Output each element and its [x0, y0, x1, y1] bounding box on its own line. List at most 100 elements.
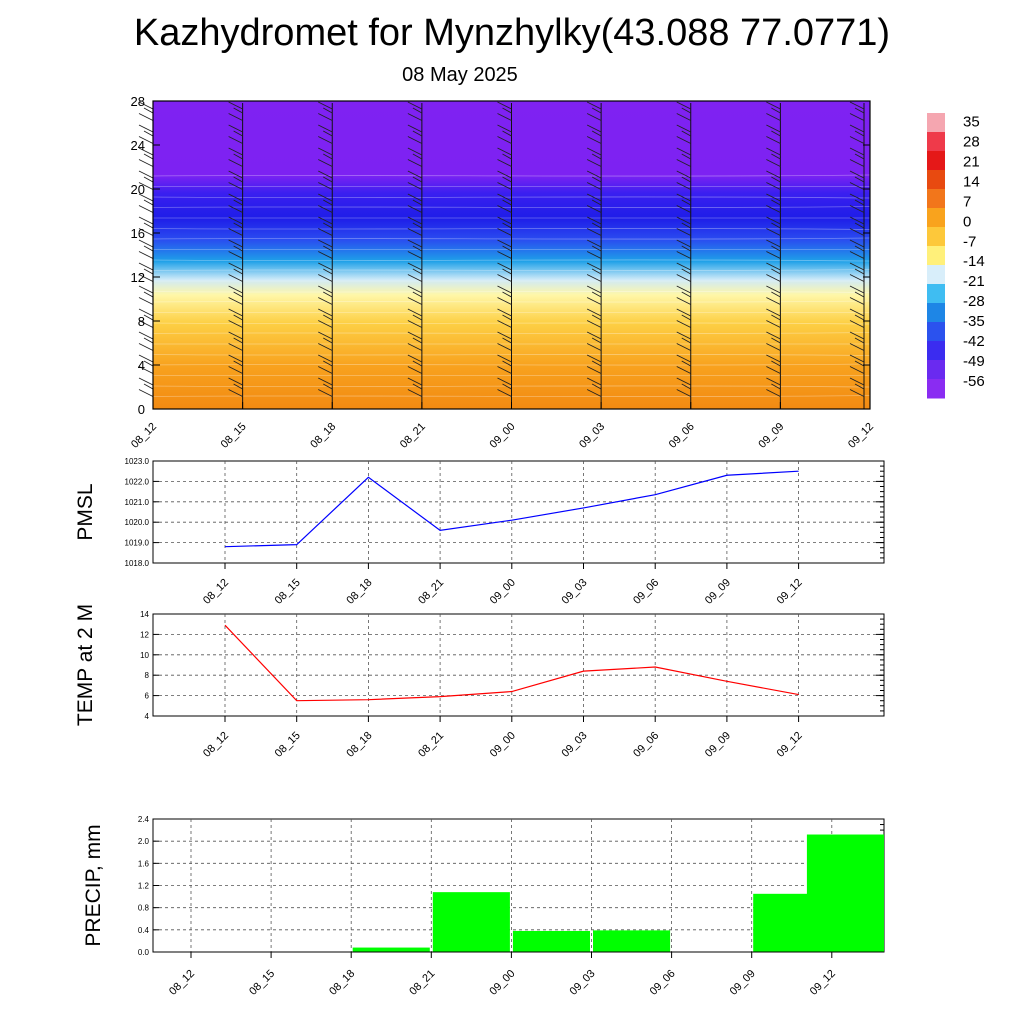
wind-barb	[681, 314, 691, 321]
wind-barb	[318, 389, 333, 397]
colorbar-segment	[927, 208, 945, 228]
wind-barb	[143, 107, 154, 114]
wind-barb	[771, 199, 781, 206]
wind-barb	[681, 268, 691, 275]
wind-barb	[766, 377, 781, 386]
x-tick-label: 08_12	[167, 968, 197, 998]
x-tick-label: 08_18	[327, 968, 357, 998]
wind-barb	[766, 113, 781, 121]
wind-barb	[766, 182, 781, 190]
wind-barb	[228, 285, 243, 294]
colorbar-label: -49	[963, 353, 985, 370]
wind-barb	[407, 389, 423, 397]
wind-barb	[318, 251, 333, 259]
wind-barb	[676, 228, 691, 236]
wind-barb	[502, 268, 512, 275]
wind-barb	[323, 130, 333, 137]
wind-barb	[591, 222, 602, 229]
wind-barb	[497, 113, 512, 121]
wind-barb	[228, 170, 243, 179]
wind-barb	[228, 262, 243, 271]
wind-barb	[497, 366, 512, 374]
wind-barb	[407, 136, 423, 144]
wind-barb	[323, 360, 333, 367]
wind-barb	[407, 170, 423, 179]
wind-barb	[318, 308, 333, 317]
wind-barb	[143, 314, 154, 321]
section-y-tick-label: 12	[131, 270, 145, 285]
wind-barb	[676, 101, 691, 110]
wind-barb	[407, 251, 423, 259]
wind-barb	[854, 130, 865, 137]
wind-barb	[676, 389, 691, 397]
wind-barb	[681, 153, 691, 160]
wind-barb	[318, 147, 333, 156]
wind-barb	[412, 199, 423, 206]
chart-title: Kazhydromet for Mynzhylky(43.088 77.0771…	[133, 12, 891, 54]
wind-barb	[323, 176, 333, 183]
wind-barb	[676, 182, 691, 190]
wind-barb	[586, 205, 602, 213]
wind-barb	[497, 377, 512, 386]
x-tick-label: 08_15	[273, 730, 303, 760]
wind-barb	[766, 262, 781, 271]
wind-barb	[407, 147, 423, 156]
x-tick-label: 09_12	[775, 730, 805, 760]
precip-bar	[512, 930, 590, 952]
colorbar-label: 21	[963, 153, 980, 170]
wind-barb	[407, 274, 423, 282]
wind-barb	[586, 113, 602, 121]
wind-barb	[323, 314, 333, 321]
wind-barb	[138, 389, 154, 397]
wind-barb	[676, 285, 691, 294]
wind-barb	[323, 245, 333, 252]
wind-barb	[502, 360, 512, 367]
wind-barb	[586, 320, 602, 328]
wind-barb	[233, 222, 243, 229]
wind-barb	[323, 383, 333, 390]
wind-barb	[143, 383, 154, 390]
wind-barb	[681, 291, 691, 298]
wind-barb	[318, 320, 333, 328]
wind-barb	[591, 337, 602, 344]
wind-barb	[143, 176, 154, 183]
wind-barb	[591, 314, 602, 321]
wind-barb	[681, 245, 691, 252]
wind-barb	[854, 314, 865, 321]
colorbar-segment	[927, 151, 945, 171]
wind-barb	[591, 153, 602, 160]
wind-barb	[497, 297, 512, 305]
wind-barb	[407, 113, 423, 121]
colorbar-segment	[927, 265, 945, 285]
wind-barb	[323, 291, 333, 298]
wind-barb	[502, 383, 512, 390]
wind-barb	[849, 331, 865, 340]
wind-barb	[586, 159, 602, 167]
wind-barb	[412, 360, 423, 367]
wind-barb	[766, 101, 781, 110]
wind-barb	[138, 285, 154, 294]
precip-bar	[352, 947, 430, 952]
wind-barb	[771, 383, 781, 390]
wind-barb	[497, 228, 512, 236]
wind-barb	[318, 216, 333, 225]
wind-barb	[407, 320, 423, 328]
wind-barb	[766, 159, 781, 167]
x-tick-label: 08_15	[273, 577, 303, 607]
wind-barb	[586, 193, 602, 202]
y-tick-label: 2.0	[138, 837, 150, 846]
wind-barb	[233, 360, 243, 367]
wind-barb	[407, 182, 423, 190]
wind-barb	[766, 331, 781, 340]
wind-barb	[233, 130, 243, 137]
wind-barb	[138, 159, 154, 167]
x-tick-label: 09_09	[728, 968, 758, 998]
wind-barb	[233, 268, 243, 275]
wind-barb	[407, 159, 423, 167]
wind-barb	[497, 251, 512, 259]
x-tick-label: 09_12	[775, 577, 805, 607]
wind-barb	[771, 176, 781, 183]
section-x-tick-label: 09_00	[488, 421, 518, 451]
wind-barb	[849, 389, 865, 397]
wind-barb	[412, 383, 423, 390]
